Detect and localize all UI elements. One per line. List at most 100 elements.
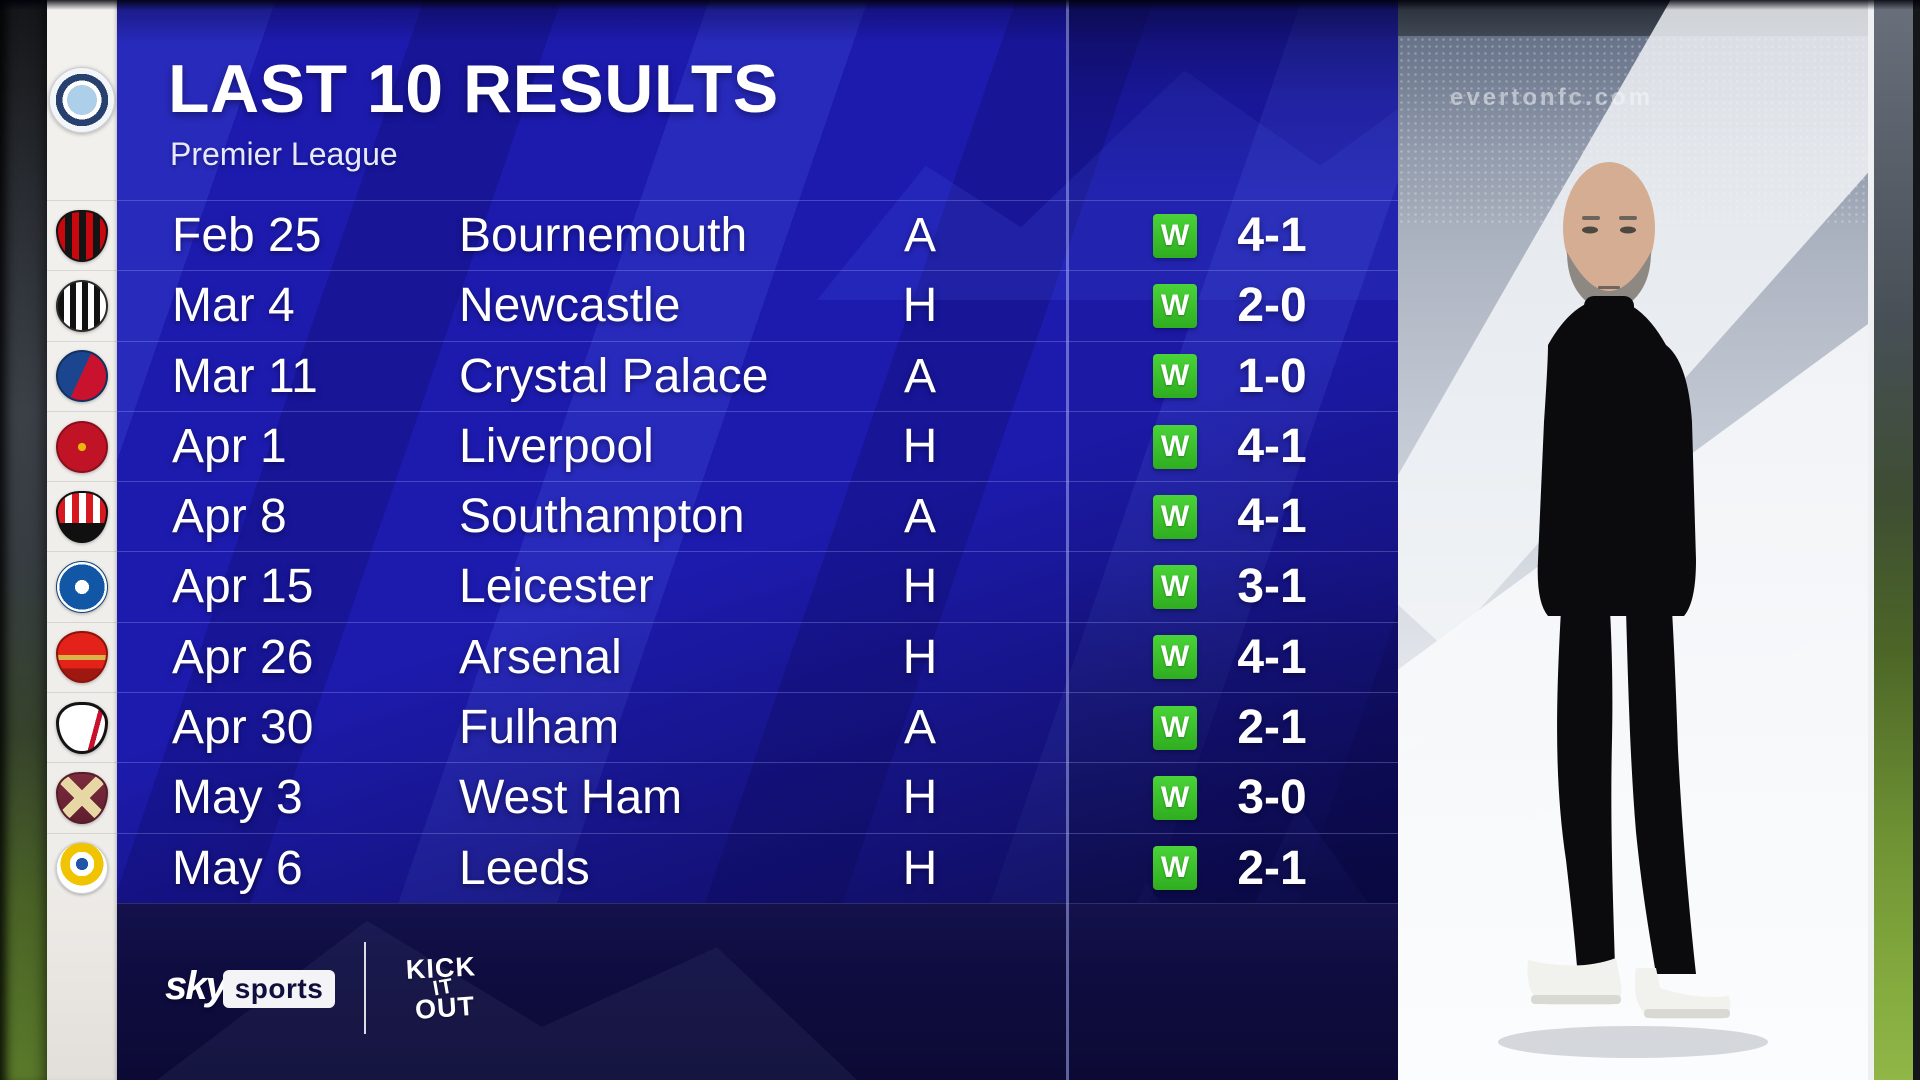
match-score: 3-0 (1237, 771, 1307, 825)
venue-indicator: H (902, 279, 938, 333)
match-date: Apr 26 (172, 630, 314, 684)
opponent-name: Leeds (459, 841, 590, 895)
column-divider-line (1066, 0, 1069, 1080)
opponent-name: Leicester (459, 560, 654, 614)
result-win-badge: W (1153, 705, 1197, 750)
match-date: Mar 4 (172, 279, 295, 333)
venue-indicator: H (902, 630, 938, 684)
result-win-badge: W (1153, 565, 1197, 610)
result-win-badge: W (1153, 283, 1197, 328)
fulham-badge-icon (56, 701, 108, 754)
opponent-name: Southampton (459, 490, 745, 544)
match-score: 3-1 (1237, 560, 1307, 614)
match-score: 2-1 (1237, 701, 1307, 755)
badge-cell (47, 270, 117, 340)
result-win-badge: W (1153, 424, 1197, 469)
video-edge-strip (1868, 0, 1920, 1080)
badge-cell (47, 551, 117, 621)
results-table: Feb 25 Bournemouth A W 4-1 Mar 4 Newcast… (117, 200, 1398, 903)
west-ham-badge-icon (56, 772, 108, 825)
table-row: Apr 26 Arsenal H W 4-1 (117, 621, 1398, 692)
venue-indicator: A (903, 701, 936, 755)
table-row: Apr 15 Leicester H W 3-1 (117, 551, 1398, 621)
badge-cell (47, 200, 117, 270)
newcastle-badge-icon (56, 279, 108, 332)
table-row: Mar 4 Newcastle H W 2-0 (117, 270, 1398, 340)
match-score: 2-1 (1237, 841, 1307, 895)
opponent-name: Arsenal (459, 630, 622, 684)
badge-cell (47, 692, 117, 762)
badge-cell (47, 340, 117, 411)
crystal-palace-badge-icon (56, 350, 108, 403)
sky-sports-logo: sports (223, 970, 335, 1008)
page-title: LAST 10 RESULTS (168, 51, 779, 127)
result-win-badge: W (1153, 354, 1197, 399)
stadium-background-left-strip (0, 0, 47, 1080)
badge-rail (47, 0, 117, 1080)
manager-photo-panel: evertonfc.com (1398, 0, 1868, 1080)
badge-cell (47, 621, 117, 692)
table-row: Feb 25 Bournemouth A W 4-1 (117, 200, 1398, 270)
logo-divider (364, 942, 366, 1034)
table-row: Apr 30 Fulham A W 2-1 (117, 692, 1398, 762)
result-win-badge: W (1153, 494, 1197, 539)
opponent-name: Bournemouth (459, 209, 748, 262)
venue-indicator: A (903, 349, 936, 403)
kick-it-out-word: OUT (414, 990, 477, 1025)
match-score: 2-0 (1237, 279, 1307, 333)
result-win-badge: W (1153, 635, 1197, 680)
venue-indicator: H (902, 841, 938, 895)
bournemouth-badge-icon (56, 209, 108, 262)
match-date: Apr 30 (172, 701, 314, 755)
match-date: May 6 (172, 841, 303, 895)
opponent-name: West Ham (459, 771, 683, 825)
venue-indicator: A (903, 209, 936, 262)
match-date: Apr 8 (172, 490, 287, 544)
badge-cell (47, 832, 117, 903)
man-city-badge-icon (49, 67, 115, 133)
match-date: Apr 15 (172, 560, 314, 614)
opponent-badge-list (47, 200, 117, 903)
venue-indicator: H (902, 771, 938, 825)
match-score: 4-1 (1237, 490, 1307, 544)
table-row: Apr 8 Southampton A W 4-1 (117, 481, 1398, 551)
score-column-shading (1066, 0, 1398, 1080)
table-row: Apr 1 Liverpool H W 4-1 (117, 410, 1398, 481)
match-score: 4-1 (1237, 630, 1307, 684)
pep-guardiola-figure-icon (1498, 162, 1768, 1058)
match-date: Feb 25 (172, 209, 322, 262)
southampton-badge-icon (56, 490, 108, 543)
opponent-name: Newcastle (459, 279, 681, 333)
leeds-badge-icon (56, 842, 108, 895)
result-win-badge: W (1153, 213, 1197, 258)
match-date: May 3 (172, 771, 303, 825)
top-edge-shadow (0, 0, 1920, 10)
table-row: May 3 West Ham H W 3-0 (117, 762, 1398, 832)
badge-cell (47, 481, 117, 551)
venue-indicator: H (902, 560, 938, 614)
opponent-name: Liverpool (459, 419, 654, 473)
venue-indicator: H (902, 419, 938, 473)
sports-label: sports (234, 973, 324, 1004)
result-win-badge: W (1153, 776, 1197, 821)
leicester-badge-icon (56, 561, 108, 614)
table-row: May 6 Leeds H W 2-1 (117, 832, 1398, 903)
liverpool-badge-icon (56, 420, 108, 473)
venue-indicator: A (903, 490, 936, 544)
table-row: Mar 11 Crystal Palace A W 1-0 (117, 340, 1398, 411)
opponent-name: Crystal Palace (459, 349, 769, 403)
result-win-badge: W (1153, 846, 1197, 891)
results-panel: LAST 10 RESULTS Premier League Feb 25 Bo… (117, 0, 1497, 1080)
page-subtitle: Premier League (170, 136, 398, 172)
arsenal-badge-icon (56, 631, 108, 684)
match-score: 1-0 (1237, 349, 1307, 403)
match-date: Mar 11 (172, 349, 318, 403)
match-score: 4-1 (1237, 209, 1307, 262)
match-date: Apr 1 (172, 419, 287, 473)
badge-cell (47, 762, 117, 832)
sky-logo: sky (165, 964, 228, 1008)
match-score: 4-1 (1237, 419, 1307, 473)
opponent-name: Fulham (459, 701, 620, 755)
badge-cell (47, 410, 117, 481)
